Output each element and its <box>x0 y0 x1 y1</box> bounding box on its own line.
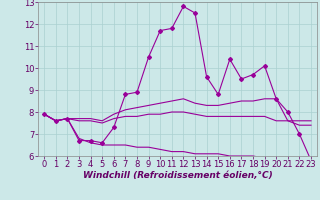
X-axis label: Windchill (Refroidissement éolien,°C): Windchill (Refroidissement éolien,°C) <box>83 171 272 180</box>
